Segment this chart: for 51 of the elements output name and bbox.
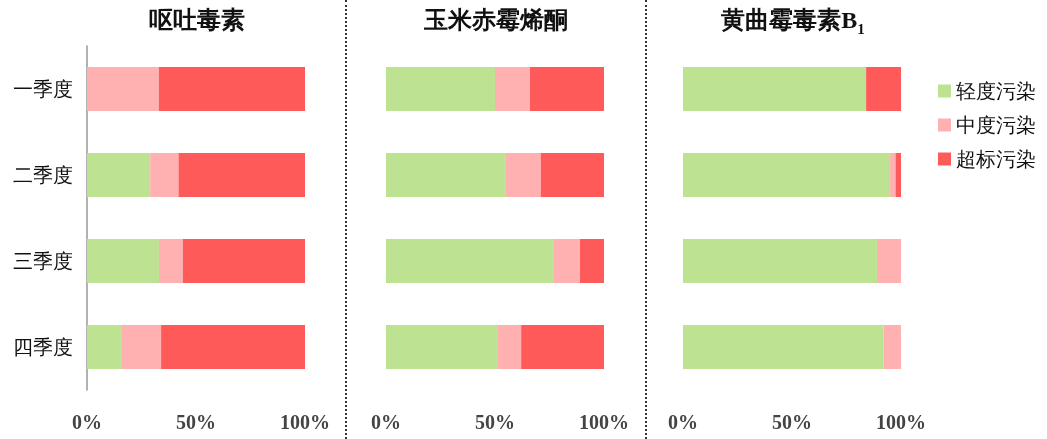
bar (178, 153, 305, 197)
bar (877, 239, 901, 283)
bar (150, 153, 179, 197)
bar (883, 325, 901, 369)
chart-title: 玉米赤霉烯酮 (423, 6, 569, 35)
bar (505, 153, 541, 197)
bar (158, 239, 183, 283)
bar (87, 153, 151, 197)
bar (683, 153, 891, 197)
x-tick-label: 100% (876, 411, 926, 433)
legend-label: 轻度污染 (956, 80, 1036, 102)
x-tick-label: 100% (280, 411, 330, 433)
bar (386, 325, 498, 369)
bar (161, 325, 305, 369)
x-tick-label: 50% (475, 411, 515, 433)
bar (529, 67, 604, 111)
bar (683, 325, 884, 369)
y-tick-label: 一季度 (13, 78, 73, 100)
bar (386, 153, 506, 197)
chart-title: 黄曲霉毒素B$_{1}$ (720, 6, 866, 38)
bar (497, 325, 522, 369)
bar (866, 67, 901, 111)
bar (580, 239, 604, 283)
bar (386, 239, 554, 283)
bar (683, 67, 867, 111)
bar (540, 153, 604, 197)
bar (121, 325, 162, 369)
chart-title: 呕吐毒素 (148, 6, 246, 35)
x-tick-label: 50% (772, 411, 812, 433)
bar (553, 239, 581, 283)
x-tick-label: 100% (579, 411, 629, 433)
x-tick-label: 0% (371, 411, 401, 433)
legend-label: 中度污染 (956, 114, 1036, 136)
bar (895, 153, 901, 197)
x-tick-label: 50% (176, 411, 216, 433)
bar (521, 325, 604, 369)
bar (87, 325, 122, 369)
bar (890, 153, 896, 197)
bar (87, 239, 159, 283)
bar (386, 67, 495, 111)
bar (495, 67, 530, 111)
bar (182, 239, 305, 283)
y-tick-label: 二季度 (13, 164, 73, 186)
bar (158, 67, 305, 111)
bar (87, 67, 159, 111)
bar (683, 239, 878, 283)
x-tick-label: 0% (72, 411, 102, 433)
legend-label: 超标污染 (956, 148, 1036, 170)
y-tick-label: 三季度 (13, 250, 73, 272)
y-tick-label: 四季度 (13, 336, 73, 358)
x-tick-label: 0% (668, 411, 698, 433)
